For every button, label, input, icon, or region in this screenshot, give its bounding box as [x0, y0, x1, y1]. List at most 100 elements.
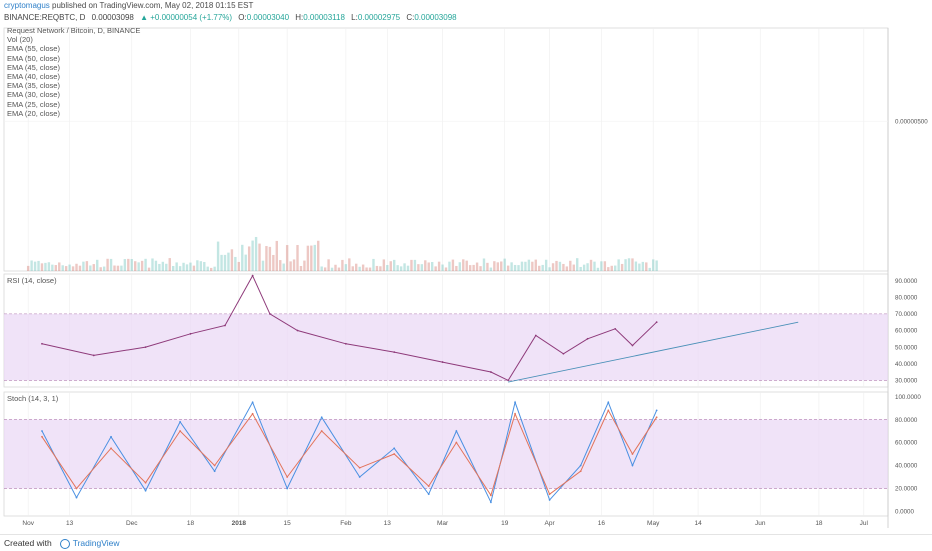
- volume-bar: [251, 240, 254, 271]
- volume-bar: [437, 261, 441, 271]
- stoch-k-line-point: [393, 447, 396, 450]
- x-tick-label: 13: [384, 520, 392, 527]
- indicator-tick-label: 50.0000: [895, 344, 918, 351]
- rsi-line-point: [189, 332, 192, 335]
- rsi-line-point: [614, 327, 617, 330]
- legend-item-ema45[interactable]: EMA (45, close): [7, 62, 60, 72]
- indicator-band: [4, 313, 888, 381]
- tradingview-brand-link[interactable]: TradingView: [72, 538, 120, 548]
- indicator-tick-label: 40.0000: [895, 361, 918, 368]
- legend-item-ema35[interactable]: EMA (35, close): [7, 81, 60, 91]
- volume-bar: [631, 258, 634, 271]
- volume-bar: [396, 265, 399, 271]
- stoch-title[interactable]: Stoch (14, 3, 1): [7, 394, 59, 403]
- volume-bar: [444, 267, 448, 271]
- volume-bar: [531, 261, 534, 271]
- volume-bar: [593, 261, 596, 271]
- stoch-k-line-point: [455, 430, 458, 432]
- volume-bar: [299, 265, 303, 271]
- volume-bar: [389, 261, 392, 271]
- volume-bar: [607, 267, 610, 271]
- legend-item-ema50[interactable]: EMA (50, close): [7, 53, 60, 63]
- volume-bar: [620, 263, 624, 271]
- x-tick-label: 18: [187, 520, 195, 527]
- symbol-bar: BINANCE:REQBTC, D 0.00003098 ▲ +0.000000…: [4, 12, 457, 24]
- chart-svg[interactable]: Nov 13 Dec 18 2018 15 Feb 13 Mar 19 Apr 16 May 14 Jun 1…: [0, 24, 932, 536]
- legend-item-ema20[interactable]: EMA (20, close): [7, 108, 60, 118]
- volume-bar: [617, 259, 620, 271]
- stoch-d-line-point: [358, 466, 361, 469]
- rsi-line-point: [534, 334, 537, 337]
- volume-bar: [130, 258, 133, 271]
- volume-bar: [399, 266, 403, 271]
- volume-bar: [410, 259, 413, 271]
- volume-bar: [524, 261, 527, 271]
- volume-bar: [78, 265, 82, 271]
- volume-bar: [337, 267, 341, 271]
- volume-bar: [372, 258, 375, 271]
- stoch-d-line-point: [75, 487, 78, 490]
- volume-bar: [168, 258, 171, 271]
- stoch-k-line-point: [213, 470, 216, 473]
- stoch-d-line-point: [213, 464, 216, 467]
- volume-bar: [258, 243, 261, 271]
- legend-item-ema40[interactable]: EMA (40, close): [7, 72, 60, 82]
- legend-title[interactable]: Request Network / Bitcoin, D, BINANCE: [7, 26, 141, 35]
- volume-bar: [341, 259, 344, 271]
- stoch-legend[interactable]: Stoch (14, 3, 1): [7, 394, 58, 403]
- volume-bar: [306, 245, 310, 271]
- high-value: 0.00003118: [303, 13, 345, 22]
- stoch-k-line-point: [75, 496, 78, 499]
- volume-bar: [199, 261, 203, 271]
- x-tick-label: Jul: [860, 520, 869, 527]
- volume-bar: [651, 259, 655, 271]
- volume-bar: [503, 258, 506, 271]
- volume-bar: [558, 261, 562, 271]
- legend-item-ema25[interactable]: EMA (25, close): [7, 99, 60, 109]
- x-tick-label: 15: [284, 520, 292, 527]
- rsi-line-point: [393, 351, 396, 354]
- stoch-d-line-point: [286, 476, 289, 478]
- volume-bar: [154, 260, 158, 271]
- volume-bar: [106, 258, 109, 271]
- volume-bar: [75, 263, 78, 271]
- volume-bar: [323, 267, 327, 271]
- volume-bar: [123, 259, 127, 271]
- low-value: 0.00002975: [357, 13, 401, 22]
- rsi-line-point: [41, 342, 43, 345]
- volume-bar: [544, 259, 548, 271]
- x-tick-label: 13: [66, 520, 74, 527]
- stoch-d-line-point: [631, 453, 634, 455]
- rsi-legend[interactable]: RSI (14, close): [7, 276, 57, 285]
- volume-bar: [417, 264, 420, 271]
- x-tick-label: May: [647, 520, 660, 527]
- indicator-tick-label: 80.0000: [895, 294, 918, 301]
- volume-bar: [158, 263, 161, 271]
- volume-bar: [361, 264, 365, 271]
- legend-item-ema55[interactable]: EMA (55, close): [7, 44, 60, 54]
- legend-item-ema30[interactable]: EMA (30, close): [7, 90, 60, 100]
- volume-bar: [192, 265, 196, 271]
- volume-bar: [223, 254, 227, 271]
- author-link[interactable]: cryptomagus: [4, 1, 50, 10]
- volume-bar: [254, 236, 258, 271]
- volume-bar: [151, 258, 154, 271]
- stoch-k-line-point: [358, 476, 361, 478]
- stoch-d-line-point: [110, 447, 112, 450]
- legend-item-vol[interactable]: Vol (20): [7, 35, 33, 45]
- rsi-title[interactable]: RSI (14, close): [7, 276, 57, 285]
- stoch-d-line-point: [251, 412, 254, 415]
- chart-area[interactable]: Nov 13 Dec 18 2018 15 Feb 13 Mar 19 Apr 16 May 14 Jun 1…: [0, 24, 932, 536]
- volume-bar: [234, 256, 237, 271]
- stoch-k-line-point: [655, 409, 658, 412]
- volume-bar: [47, 262, 51, 271]
- volume-bar: [185, 264, 189, 271]
- volume-bar: [427, 262, 430, 271]
- high-label: H:: [295, 13, 304, 22]
- price-tick-label: 0.00000500: [895, 118, 928, 125]
- rsi-line-point: [344, 342, 347, 345]
- close-value: 0.00003098: [414, 13, 457, 22]
- volume-bar: [448, 261, 451, 271]
- symbol-label[interactable]: BINANCE:REQBTC, D: [4, 13, 86, 22]
- volume-bar: [247, 246, 251, 271]
